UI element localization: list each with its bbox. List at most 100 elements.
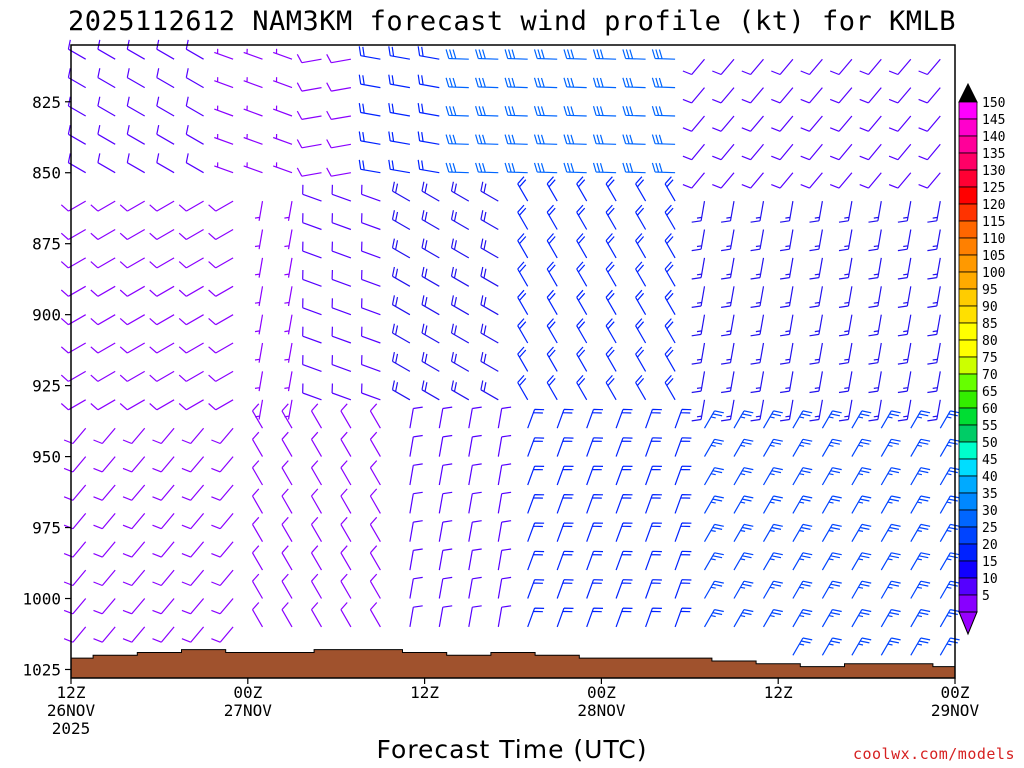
- wind-barb: [664, 233, 676, 259]
- colorbar-label: 110: [982, 232, 1005, 247]
- wind-barb: [897, 257, 912, 280]
- wind-barb: [468, 520, 482, 542]
- wind-barb: [475, 162, 499, 174]
- wind-barb: [733, 609, 754, 628]
- wind-barb: [635, 289, 647, 315]
- wind-barb: [214, 162, 234, 174]
- wind-barb: [409, 520, 423, 542]
- x-tick-label: 2025: [52, 719, 91, 738]
- wind-barb: [635, 346, 647, 372]
- wind-barb: [243, 133, 263, 145]
- wind-barb: [149, 399, 175, 411]
- wind-barb: [152, 456, 175, 473]
- wind-barb: [445, 106, 469, 117]
- wind-barb: [682, 87, 705, 104]
- wind-barb: [674, 607, 692, 628]
- wind-barb: [208, 399, 234, 411]
- wind-barb: [645, 607, 662, 628]
- wind-barb: [208, 370, 234, 382]
- wind-barb: [741, 58, 764, 76]
- wind-barb: [361, 355, 381, 372]
- wind-barb: [527, 579, 545, 599]
- wind-barb: [712, 58, 735, 76]
- wind-barb: [296, 54, 322, 64]
- wind-barb: [438, 434, 453, 457]
- wind-barb: [792, 495, 813, 514]
- wind-barb: [517, 176, 529, 202]
- wind-barb: [497, 548, 512, 571]
- wind-barb: [149, 342, 175, 354]
- wind-barb: [800, 115, 823, 132]
- wind-barb: [556, 550, 574, 571]
- wind-barb: [576, 289, 588, 315]
- wind-barb: [480, 323, 499, 344]
- wind-barb: [851, 637, 872, 656]
- wind-barb: [122, 513, 146, 530]
- wind-barb: [800, 87, 823, 104]
- colorbar-swatch: [958, 186, 978, 205]
- wind-barb: [605, 289, 617, 315]
- wind-barb: [821, 523, 842, 543]
- wind-barb: [733, 467, 754, 486]
- wind-barb: [361, 383, 381, 401]
- wind-barb: [712, 115, 735, 132]
- wind-barb: [592, 77, 617, 89]
- wind-barb: [181, 456, 205, 473]
- wind-barb: [421, 210, 440, 231]
- wind-barb: [152, 484, 175, 501]
- wind-barb: [703, 467, 724, 486]
- wind-barb: [156, 96, 175, 117]
- wind-barb: [156, 153, 175, 174]
- wind-barb: [178, 228, 204, 241]
- wind-barb: [792, 523, 813, 543]
- wind-barb: [615, 607, 633, 628]
- colorbar-label: 30: [982, 504, 998, 519]
- wind-barb: [821, 637, 842, 656]
- wind-barb: [918, 143, 941, 161]
- wind-barb: [149, 285, 175, 297]
- wind-barb: [388, 103, 411, 117]
- wind-barb: [331, 184, 352, 202]
- wind-barb: [284, 200, 293, 221]
- wind-barb: [851, 609, 872, 628]
- wind-barb: [780, 399, 794, 422]
- wind-barb: [254, 342, 264, 363]
- wind-barb: [517, 318, 529, 344]
- wind-barb: [214, 77, 234, 89]
- wind-barb: [497, 406, 512, 429]
- wind-barb: [63, 513, 87, 530]
- wind-barb: [888, 87, 912, 104]
- wind-barb: [251, 431, 264, 457]
- wind-barb: [897, 286, 912, 308]
- wind-barb: [272, 77, 293, 89]
- wind-barb: [859, 87, 882, 104]
- wind-barb: [838, 286, 853, 308]
- wind-barb: [63, 569, 87, 587]
- wind-barb: [409, 605, 423, 628]
- wind-barb: [910, 438, 931, 457]
- wind-barb: [421, 238, 440, 259]
- wind-barb: [63, 456, 87, 473]
- wind-barb: [809, 229, 823, 252]
- wind-barb: [556, 494, 574, 514]
- wind-barb: [409, 434, 423, 457]
- wind-barb: [851, 410, 872, 429]
- wind-barb: [272, 48, 293, 60]
- wind-barb: [939, 637, 960, 656]
- wind-barb: [331, 269, 352, 287]
- colorbar-swatch: [958, 441, 978, 460]
- wind-barb: [331, 326, 352, 344]
- wind-barb: [792, 580, 813, 599]
- wind-barb: [284, 257, 293, 278]
- colorbar-label: 15: [982, 555, 998, 570]
- wind-barb: [664, 346, 676, 372]
- wind-barb: [468, 576, 482, 599]
- wind-barb: [358, 74, 381, 89]
- wind-barb: [859, 58, 882, 76]
- wind-barb: [733, 523, 754, 543]
- wind-barb: [296, 110, 322, 120]
- wind-barb: [721, 229, 735, 252]
- wind-barb: [340, 488, 352, 514]
- colorbar-swatch: [958, 356, 978, 375]
